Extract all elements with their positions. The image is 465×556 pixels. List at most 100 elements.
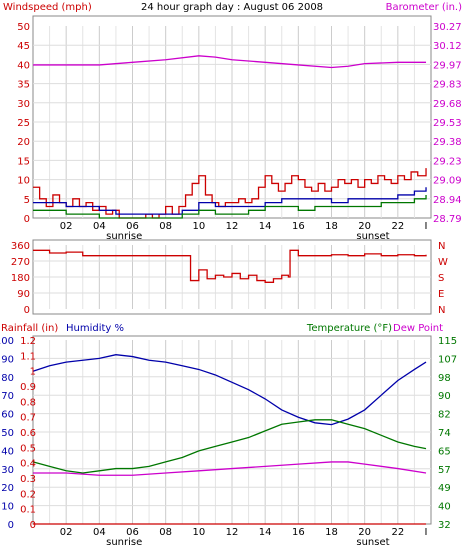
rainfall-tick: 0.7 [20,413,36,424]
temperature-axis-title: Temperature (°F) [306,323,392,334]
x-tick-label: 18 [325,527,338,538]
humidity-tick: 30 [1,465,14,476]
x-tick-label: 22 [391,221,404,232]
humidity-tick: 90 [1,354,14,365]
sunset-marker: sunset [356,231,389,242]
x-tick-label: 20 [358,221,371,232]
windspeed-tick: 35 [17,80,30,91]
temperature-tick: 82 [438,410,451,421]
windspeed-tick: 45 [17,41,30,52]
x-tick-label: 22 [391,527,404,538]
humidity-tick: 20 [1,483,14,494]
barometer-tick: 29.38 [433,137,462,148]
x-tick-label: 08 [159,221,172,232]
temperature-series [32,419,427,474]
barometer-tick: 28.94 [433,195,462,206]
compass-tick: E [438,289,444,300]
barometer-tick: 29.09 [433,176,462,187]
wind-direction-tick: 0 [24,305,30,316]
x-tick-label: 14 [259,527,272,538]
barometer-tick: 28.79 [433,214,462,225]
x-tick-label: 14 [259,221,272,232]
x-tick-label: 08 [159,527,172,538]
temperature-tick: 98 [438,373,451,384]
rainfall-tick: 0.3 [20,474,36,485]
rainfall-tick: 1 [30,367,36,378]
x-tick-label: 20 [358,527,371,538]
x-tick-label: 06 [126,527,139,538]
temperature-tick: 57 [438,465,451,476]
barometer-tick: 29.53 [433,118,462,129]
x-tick-label: 04 [93,527,106,538]
rainfall-tick: 0.2 [20,489,36,500]
x-tick-label: I [425,527,428,538]
rainfall-tick: 1.2 [20,336,36,347]
x-tick-label: 16 [292,221,305,232]
temperature-tick: 32 [438,520,451,531]
windspeed-tick: 5 [24,195,30,206]
humidity-series [32,354,427,426]
windspeed-tick: 40 [17,60,30,71]
x-tick-label: 12 [226,527,239,538]
windspeed-tick: 25 [17,118,30,129]
dewpoint-axis-title: Dew Point [393,323,443,334]
windspeed-tick: 50 [17,22,30,33]
temperature-tick: 65 [438,446,451,457]
rainfall-tick: 0.6 [20,428,36,439]
x-tick-label: 10 [192,527,205,538]
barometer-tick: 30.12 [433,41,462,52]
rainfall-tick: 0.5 [20,443,36,454]
windspeed-tick: 0 [24,214,30,225]
x-tick-label: 18 [325,221,338,232]
wind-direction-series [33,249,427,283]
x-tick-label: I [425,221,428,232]
windspeed-tick: 20 [17,137,30,148]
baro-series [33,55,427,69]
temperature-tick: 40 [438,502,451,513]
humidity-tick: 0 [8,520,14,531]
humidity-tick: 40 [1,446,14,457]
windspeed-tick: 15 [17,156,30,167]
baro-series [33,461,427,476]
windspeed-axis-title: Windspeed (mph) [3,2,92,13]
rainfall-tick: 0.1 [20,505,36,516]
rainfall-tick: 0.9 [20,382,36,393]
x-tick-label: 16 [292,527,305,538]
sunset-marker: sunset [356,537,389,548]
compass-tick: N [438,305,445,316]
barometer-tick: 30.27 [433,22,462,33]
barometer-tick: 29.23 [433,156,462,167]
temperature-tick: 90 [438,391,451,402]
x-tick-label: 12 [226,221,239,232]
wind-direction-tick: 360 [11,241,30,252]
chart-title: 24 hour graph day : August 06 2008 [141,2,323,13]
compass-tick: S [438,273,444,284]
compass-tick: N [438,241,445,252]
humidity-axis-title: Humidity % [66,323,124,334]
barometer-axis-title: Barometer (in.) [386,2,462,13]
temperature-tick: 107 [438,354,457,365]
humidity-tick: 50 [1,428,14,439]
x-tick-label: 06 [126,221,139,232]
barometer-tick: 29.83 [433,80,462,91]
humidity-tick: 100 [0,336,14,347]
humidity-tick: 10 [1,502,14,513]
x-tick-label: 04 [93,221,106,232]
temperature-series [33,194,427,219]
wind-direction-tick: 270 [11,257,30,268]
barometer-tick: 29.68 [433,99,462,110]
x-tick-label: 02 [60,221,73,232]
humidity-tick: 80 [1,373,14,384]
humidity-tick: 70 [1,391,14,402]
temperature-tick: 74 [438,428,451,439]
sunrise-marker: sunrise [106,537,142,548]
temperature-tick: 49 [438,483,451,494]
rainfall-tick: 0.8 [20,397,36,408]
x-tick-label: 10 [192,221,205,232]
rainfall-tick: 0.4 [20,459,36,470]
wind-direction-tick: 180 [11,273,30,284]
rainfall-tick: 1.1 [20,351,36,362]
x-tick-label: 02 [60,527,73,538]
windspeed-tick: 10 [17,176,30,187]
